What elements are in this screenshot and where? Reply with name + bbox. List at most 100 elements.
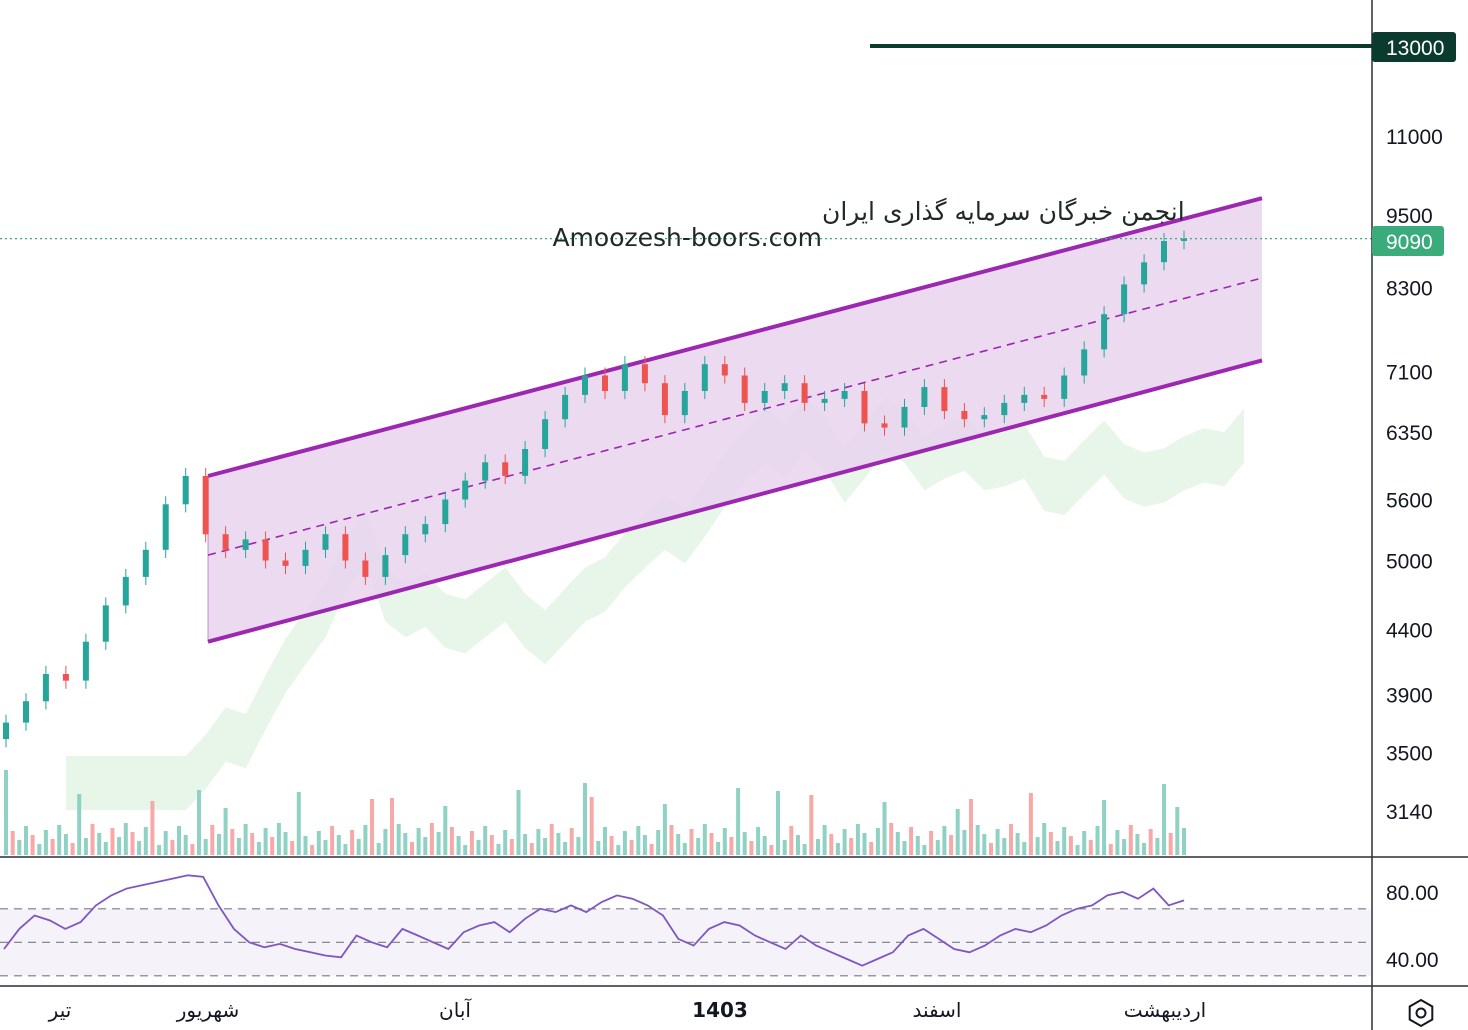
volume-bar [829, 834, 834, 855]
volume-bar [1148, 829, 1153, 855]
volume-bar [862, 833, 867, 855]
volume-bar [1182, 828, 1186, 855]
time-tick-tir: تیر [48, 998, 72, 1022]
volume-bar [203, 839, 208, 855]
price-axis[interactable]: 11000 9500 8300 7100 6350 5600 5000 4400 3900 350… [1386, 126, 1443, 824]
volume-bar [589, 797, 594, 855]
volume-bar [702, 824, 707, 855]
candle [162, 496, 169, 558]
channel-upper-line[interactable] [207, 196, 1263, 478]
volume-bar [982, 834, 987, 855]
volume-bar [975, 825, 980, 855]
candle [302, 541, 309, 575]
volume-bar [463, 845, 468, 855]
volume-bar [915, 836, 920, 855]
candle [1141, 254, 1148, 293]
candle [282, 552, 289, 575]
volume-bar [969, 799, 973, 855]
candle [242, 531, 249, 558]
candle [202, 467, 209, 543]
candle [262, 531, 269, 569]
volume-bar [310, 845, 315, 855]
candle [701, 356, 708, 400]
volume-bar [290, 841, 295, 855]
volume-bar [603, 827, 607, 855]
volume-bar [503, 830, 508, 855]
candle [1061, 367, 1068, 407]
volume-bar [662, 804, 667, 855]
candle [621, 356, 628, 400]
volume-bar [170, 840, 175, 855]
volume-bar [276, 823, 281, 855]
volume-bar [895, 832, 900, 855]
chart-settings-icon[interactable] [1408, 998, 1434, 1028]
volume-bar [596, 841, 601, 855]
volume-bar [1142, 843, 1147, 855]
volume-bar [516, 790, 521, 855]
volume-bar [250, 833, 255, 855]
volume-bar [1002, 838, 1007, 855]
volume-bar [882, 802, 887, 855]
volume-bar [449, 827, 454, 855]
volume-bar [37, 844, 42, 855]
volume-bar [796, 835, 800, 855]
volume-bar [1055, 841, 1060, 855]
candle [1081, 341, 1088, 384]
volume-bar [1062, 827, 1067, 855]
candle [741, 367, 748, 411]
volume-bar [949, 835, 954, 855]
candle [921, 379, 928, 416]
volume-bar [363, 825, 368, 855]
volume-bar [529, 843, 534, 855]
volume-bar [835, 843, 840, 855]
last-price-badge: 9090 [1372, 226, 1444, 256]
volume-bar [103, 842, 108, 855]
candle [1041, 386, 1048, 407]
volume-bar [676, 834, 681, 855]
volume-bar [809, 795, 814, 855]
candle [182, 467, 189, 513]
volume-bar [576, 837, 581, 855]
volume-bar [63, 834, 68, 855]
candle [322, 526, 329, 558]
volume-bar [303, 836, 308, 855]
volume-bar [669, 825, 674, 855]
volume-bar [489, 835, 494, 855]
volume-bar [243, 824, 248, 855]
volume-bar [230, 829, 235, 855]
volume-bar [649, 844, 654, 855]
price-tick: 6350 [1386, 422, 1433, 445]
candle [841, 383, 848, 407]
candle [1121, 276, 1128, 323]
rsi-pane[interactable] [0, 874, 1372, 977]
volume-bar [143, 827, 148, 855]
volume-bar [296, 792, 301, 855]
price-tick: 4400 [1386, 619, 1433, 642]
rsi-tick-40: 40.00 [1386, 949, 1439, 972]
volume-bar [443, 806, 448, 855]
candle [941, 379, 948, 420]
candle [502, 454, 509, 485]
regression-channel[interactable] [207, 196, 1263, 644]
volume-bar [10, 831, 15, 855]
volume-bar [935, 840, 940, 855]
volume-bar [476, 840, 481, 855]
candle [661, 375, 668, 424]
volume-bar [190, 844, 195, 855]
volume-bar [17, 840, 22, 855]
volume-bar [689, 829, 694, 855]
candle [23, 693, 29, 731]
last-price-label: 9090 [1386, 231, 1433, 254]
volume-bar [1162, 784, 1166, 855]
channel-lower-line[interactable] [207, 358, 1263, 644]
volume-bar [270, 837, 275, 855]
volume-bar [909, 827, 914, 855]
volume-bar [1042, 823, 1047, 855]
volume-bar [962, 830, 967, 855]
volume-bar [323, 840, 328, 855]
volume-bar [569, 828, 574, 855]
level-price-badge: 13000 [1372, 32, 1456, 62]
candles[interactable] [3, 230, 1187, 748]
volume-bar [1088, 840, 1093, 855]
